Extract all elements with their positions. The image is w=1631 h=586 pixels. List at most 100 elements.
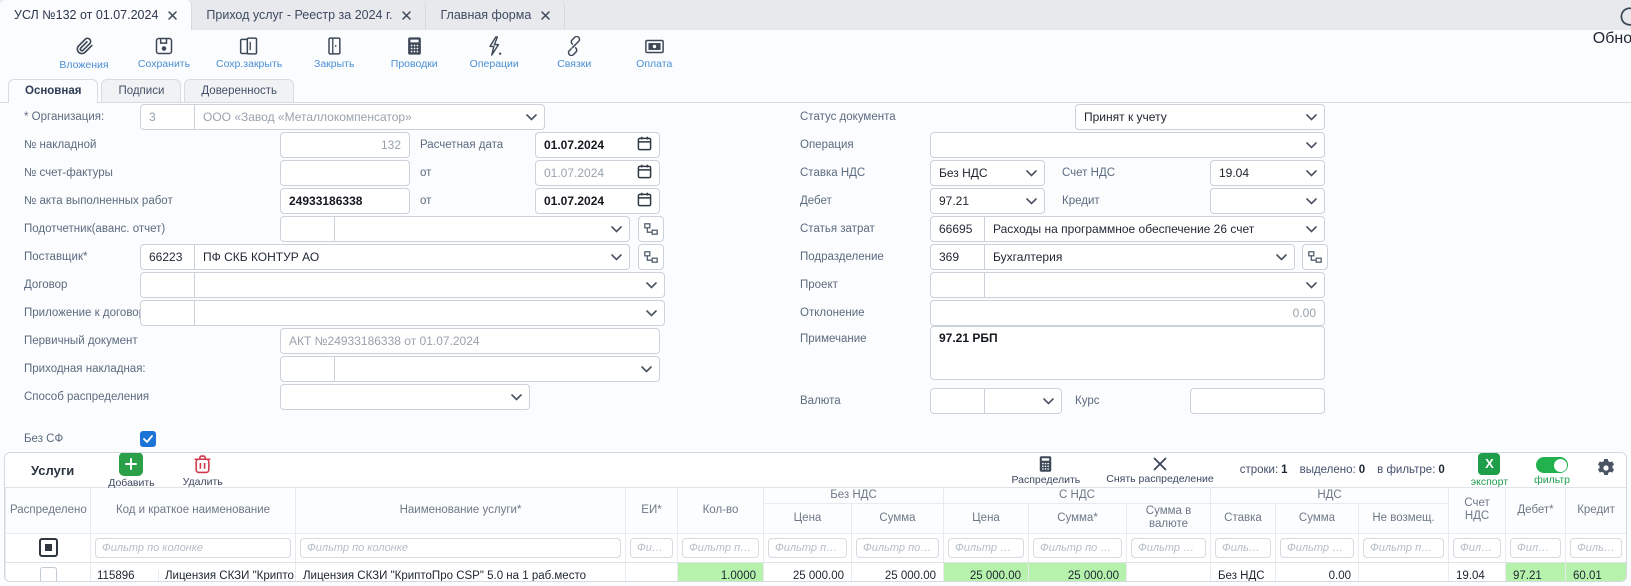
organization-select[interactable]: ООО «Завод «Металлокомпенсатор»: [195, 104, 545, 130]
vat-sum-cell[interactable]: 25 000.00: [1028, 562, 1127, 581]
calendar-icon[interactable]: [637, 192, 652, 210]
vat-rate-select[interactable]: Без НДС: [930, 160, 1045, 186]
grid-settings-button[interactable]: [1596, 458, 1616, 483]
project-code[interactable]: [930, 272, 985, 298]
select-all-checkbox[interactable]: [38, 538, 58, 558]
filter-input-unit[interactable]: [630, 537, 673, 558]
col-header-vat-amount[interactable]: Сумма: [1275, 503, 1359, 534]
cost-item-select[interactable]: Расходы на программное обеспечение 26 сч…: [985, 216, 1325, 242]
project-select[interactable]: [985, 272, 1325, 298]
col-header-unit[interactable]: ЕИ*: [625, 487, 678, 534]
contract-annex-field[interactable]: [140, 300, 665, 326]
filter-input-vat-price[interactable]: [948, 537, 1024, 558]
contract-annex-select[interactable]: [195, 300, 665, 326]
department-code[interactable]: 369: [930, 244, 985, 270]
filter-input-name[interactable]: [300, 537, 621, 558]
vat-price-cell[interactable]: 25 000.00: [943, 562, 1029, 581]
non-refund-cell[interactable]: [1357, 562, 1450, 581]
deviation-field[interactable]: 0.00: [930, 300, 1325, 326]
col-header-vat-price[interactable]: Цена: [943, 503, 1029, 534]
cost-item-code[interactable]: 66695: [930, 216, 985, 242]
credit-select[interactable]: [1210, 188, 1325, 214]
no-vat-sum-cell[interactable]: 25 000.00: [851, 562, 944, 581]
accountable-field[interactable]: [280, 216, 630, 242]
undistribute-button[interactable]: Снять распределение: [1106, 456, 1214, 485]
accountable-code[interactable]: [280, 216, 335, 242]
unit-cell[interactable]: [625, 562, 678, 581]
incoming-invoice-select[interactable]: [335, 356, 660, 382]
vat-account-cell[interactable]: 19.04: [1448, 562, 1507, 581]
vat-rate-cell[interactable]: Без НДС: [1210, 562, 1276, 581]
debit-cell[interactable]: 97.21: [1505, 562, 1567, 581]
attachments-button[interactable]: Вложения: [56, 35, 112, 71]
filter-input-vat-account[interactable]: [1453, 537, 1502, 558]
col-header-credit[interactable]: Кредит: [1565, 487, 1626, 534]
export-button[interactable]: X экспорт: [1471, 453, 1508, 488]
accountable-tree-button[interactable]: [638, 216, 664, 242]
contract-field[interactable]: [140, 272, 665, 298]
col-header-allocated[interactable]: Распределено: [5, 487, 91, 534]
calc-date-field[interactable]: 01.07.2024: [535, 132, 660, 158]
code-short-cell[interactable]: 115896 Лицензия СКЗИ "Крипто...: [90, 562, 296, 581]
contract-code[interactable]: [140, 272, 195, 298]
incoming-invoice-field[interactable]: [280, 356, 660, 382]
service-name-cell[interactable]: Лицензия СКЗИ "КриптоПро CSP" 5.0 на 1 р…: [295, 562, 626, 581]
operation-select[interactable]: [930, 132, 1325, 158]
filter-input-sum-currency[interactable]: [1131, 537, 1206, 558]
rate-field[interactable]: [1190, 388, 1325, 414]
col-header-non-refund[interactable]: Не возмещ.: [1357, 503, 1450, 534]
qty-cell[interactable]: 1.0000: [677, 562, 764, 581]
ot2-date-field[interactable]: 01.07.2024: [535, 188, 660, 214]
tab-doverennost[interactable]: Доверенность: [184, 79, 294, 102]
col-header-qty[interactable]: Кол-во: [677, 487, 764, 534]
no-sf-checkbox[interactable]: [140, 431, 156, 447]
supplier-tree-button[interactable]: [638, 244, 664, 270]
postings-button[interactable]: Проводки: [386, 36, 442, 70]
close-button[interactable]: Закрыть: [306, 36, 362, 70]
ot1-date-field[interactable]: 01.07.2024: [535, 160, 660, 186]
payment-button[interactable]: Оплата: [626, 37, 682, 70]
organization-field[interactable]: 3 ООО «Завод «Металлокомпенсатор»: [140, 104, 545, 130]
window-tab-registry[interactable]: Приход услуг - Реестр за 2024 г.: [192, 0, 427, 30]
filter-input-no-vat-sum[interactable]: [856, 537, 939, 558]
doc-status-select[interactable]: Принят к учету: [1075, 104, 1325, 130]
filter-input-vat-amount[interactable]: [1280, 537, 1354, 558]
calendar-icon[interactable]: [637, 136, 652, 154]
save-close-button[interactable]: Сохр.закрыть: [216, 36, 282, 70]
invoice-sf-field[interactable]: [280, 160, 410, 186]
window-tab-document[interactable]: УСЛ №132 от 01.07.2024: [0, 0, 193, 30]
vat-amount-cell[interactable]: 0.00: [1275, 562, 1359, 581]
supplier-code[interactable]: 66223: [140, 244, 195, 270]
col-header-vat-sum[interactable]: Сумма*: [1028, 503, 1127, 534]
debit-select[interactable]: 97.21: [930, 188, 1045, 214]
note-textarea[interactable]: 97.21 РБП: [930, 326, 1325, 380]
primary-doc-field[interactable]: АКТ №24933186338 от 01.07.2024: [280, 328, 660, 354]
currency-field[interactable]: [930, 388, 1062, 414]
close-icon[interactable]: [541, 10, 551, 20]
vat-account-select[interactable]: 19.04: [1210, 160, 1325, 186]
filter-input-vat-sum[interactable]: [1033, 537, 1122, 558]
filter-input-no-vat-price[interactable]: [768, 537, 847, 558]
window-tab-main-form[interactable]: Главная форма: [426, 0, 566, 30]
filter-input-debit[interactable]: [1510, 537, 1562, 558]
distribution-method-select[interactable]: [280, 384, 530, 410]
save-button[interactable]: Сохранить: [136, 36, 192, 70]
close-icon[interactable]: [168, 10, 178, 20]
credit-cell[interactable]: 60.01: [1565, 562, 1626, 581]
col-header-rate[interactable]: Ставка: [1210, 503, 1276, 534]
col-header-no-vat-sum[interactable]: Сумма: [851, 503, 944, 534]
col-header-vat-account[interactable]: Счет НДС: [1448, 487, 1507, 534]
filter-input-non-refund[interactable]: [1363, 537, 1445, 558]
add-row-button[interactable]: Добавить: [108, 453, 155, 489]
contract-select[interactable]: [195, 272, 665, 298]
accountable-select[interactable]: [335, 216, 630, 242]
currency-select[interactable]: [985, 388, 1062, 414]
tab-osnovnaya[interactable]: Основная: [8, 79, 99, 103]
col-header-debit[interactable]: Дебет*: [1505, 487, 1567, 534]
department-field[interactable]: 369 Бухгалтерия: [930, 244, 1295, 270]
col-header-sum-currency[interactable]: Сумма в валюте: [1126, 503, 1211, 534]
filter-input-code[interactable]: [95, 537, 291, 558]
filter-input-rate[interactable]: [1215, 537, 1271, 558]
currency-code[interactable]: [930, 388, 985, 414]
contract-annex-code[interactable]: [140, 300, 195, 326]
